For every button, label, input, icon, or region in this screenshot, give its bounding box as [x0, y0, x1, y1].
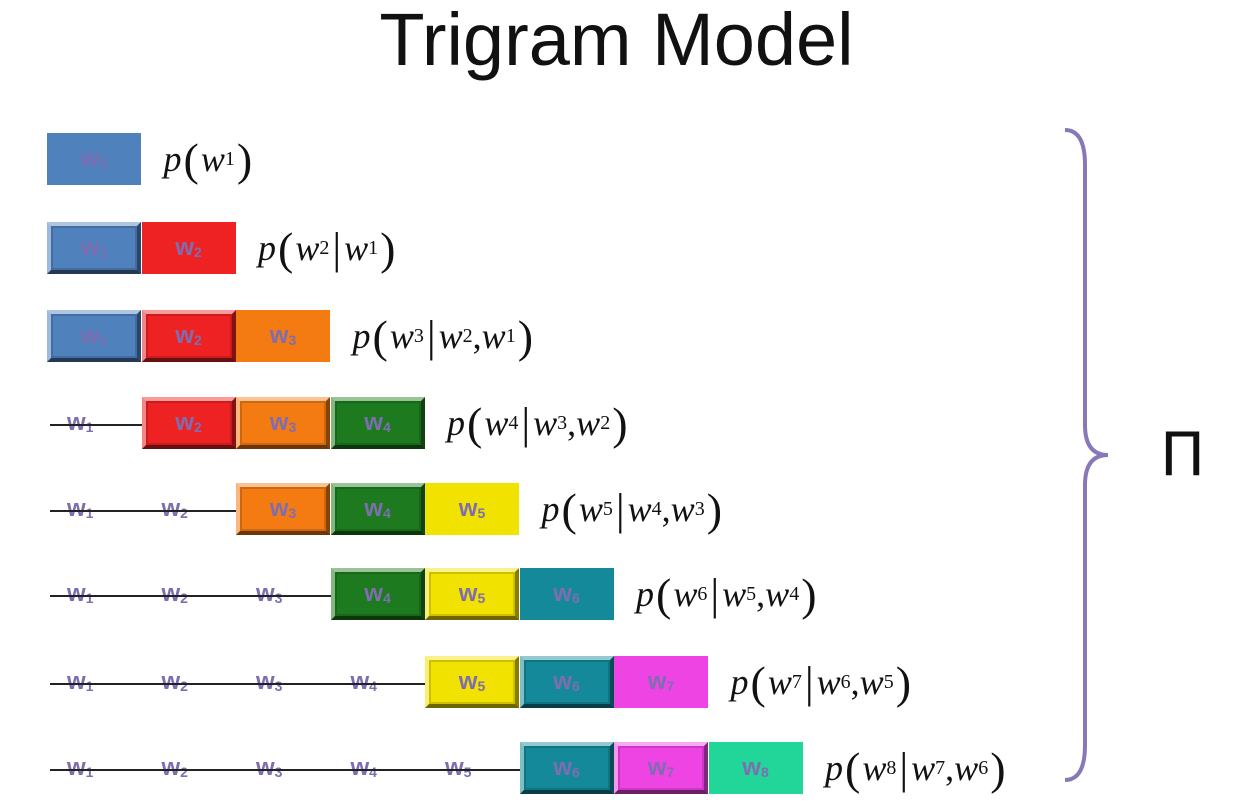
strike-through-line [50, 769, 523, 771]
strike-through-line [50, 510, 239, 512]
probability-expression: p(w 8 | w 7, w 6) [825, 742, 1006, 794]
probability-expression: p(w 4 | w 3, w 2) [447, 397, 628, 449]
trigram-row: w 1 w 2 w 3 w 4 w 5 w 6 w 7 w 8 p(w 8 | w 7, w 6) [0, 738, 1233, 798]
probability-expression: p(w 1) [163, 133, 253, 185]
probability-expression: p(w 2 | w 1) [258, 222, 396, 274]
trigram-row: w 1 w 2 w 3 w 4 p(w 4 | w 3, w 2) [0, 393, 1233, 453]
trigram-row: w 1 w 2 w 3 w 4 w 5 p(w 5 | w 4, w 3) [0, 479, 1233, 539]
probability-expression: p(w 5 | w 4, w 3) [541, 483, 723, 535]
probability-expression: p(w 6 | w 5, w 4) [636, 568, 817, 620]
strike-through-line [50, 424, 145, 426]
strike-through-line [50, 595, 334, 597]
probability-expression: p(w 3 | w 2, w 1) [352, 310, 534, 362]
probability-expression: p(w 7 | w 6, w 5) [730, 656, 912, 708]
trigram-row: w 1 w 2 p(w 2 | w 1) [0, 218, 1233, 278]
trigram-row: w 1 w 2 w 3 p(w 3 | w 2, w 1) [0, 306, 1233, 366]
trigram-row: w 1 w 2 w 3 w 4 w 5 w 6 w 7 p(w 7 | w 6, w 5) [0, 652, 1233, 712]
right-curly-brace [1064, 128, 1109, 782]
slide-title: Trigram Model [379, 0, 854, 81]
strike-through-line [50, 683, 428, 685]
product-symbol: Π [1160, 420, 1206, 490]
trigram-row: w 1 p(w 1) [0, 129, 1233, 189]
trigram-row: w 1 w 2 w 3 w 4 w 5 w 6 p(w 6 | w 5, w 4) [0, 564, 1233, 624]
